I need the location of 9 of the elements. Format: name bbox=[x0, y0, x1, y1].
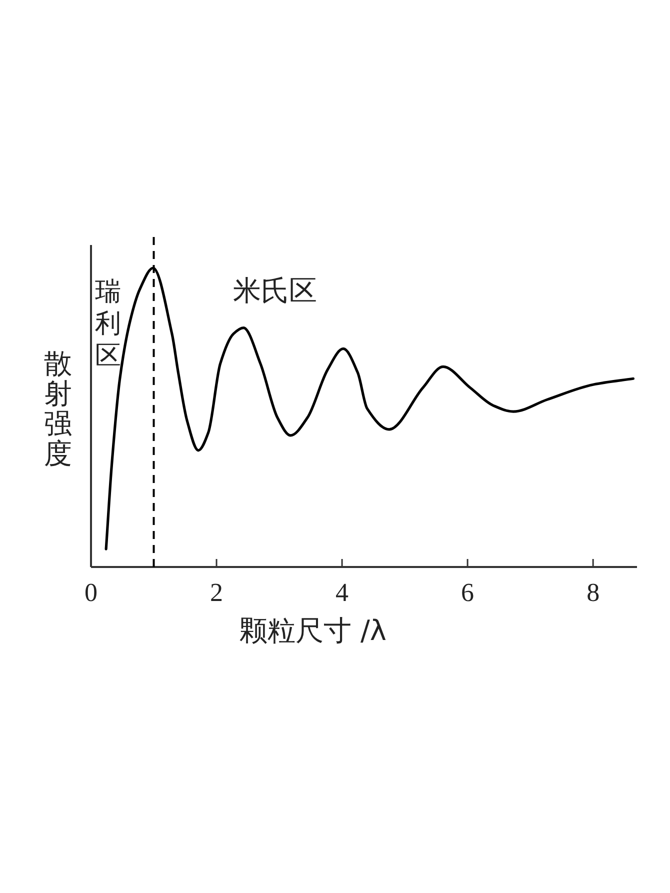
annotation: 瑞利区 bbox=[95, 277, 121, 371]
y-axis-title: 散射强度 bbox=[44, 347, 72, 470]
x-tick-label: 6 bbox=[461, 578, 474, 607]
annotation: 米氏区 bbox=[233, 274, 317, 307]
x-tick-label: 2 bbox=[210, 578, 224, 607]
x-axis-title: 颗粒尺寸 /λ bbox=[240, 614, 386, 647]
x-tick-label: 0 bbox=[84, 578, 98, 607]
x-tick-label: 4 bbox=[336, 578, 349, 607]
x-tick-label: 8 bbox=[586, 578, 600, 607]
